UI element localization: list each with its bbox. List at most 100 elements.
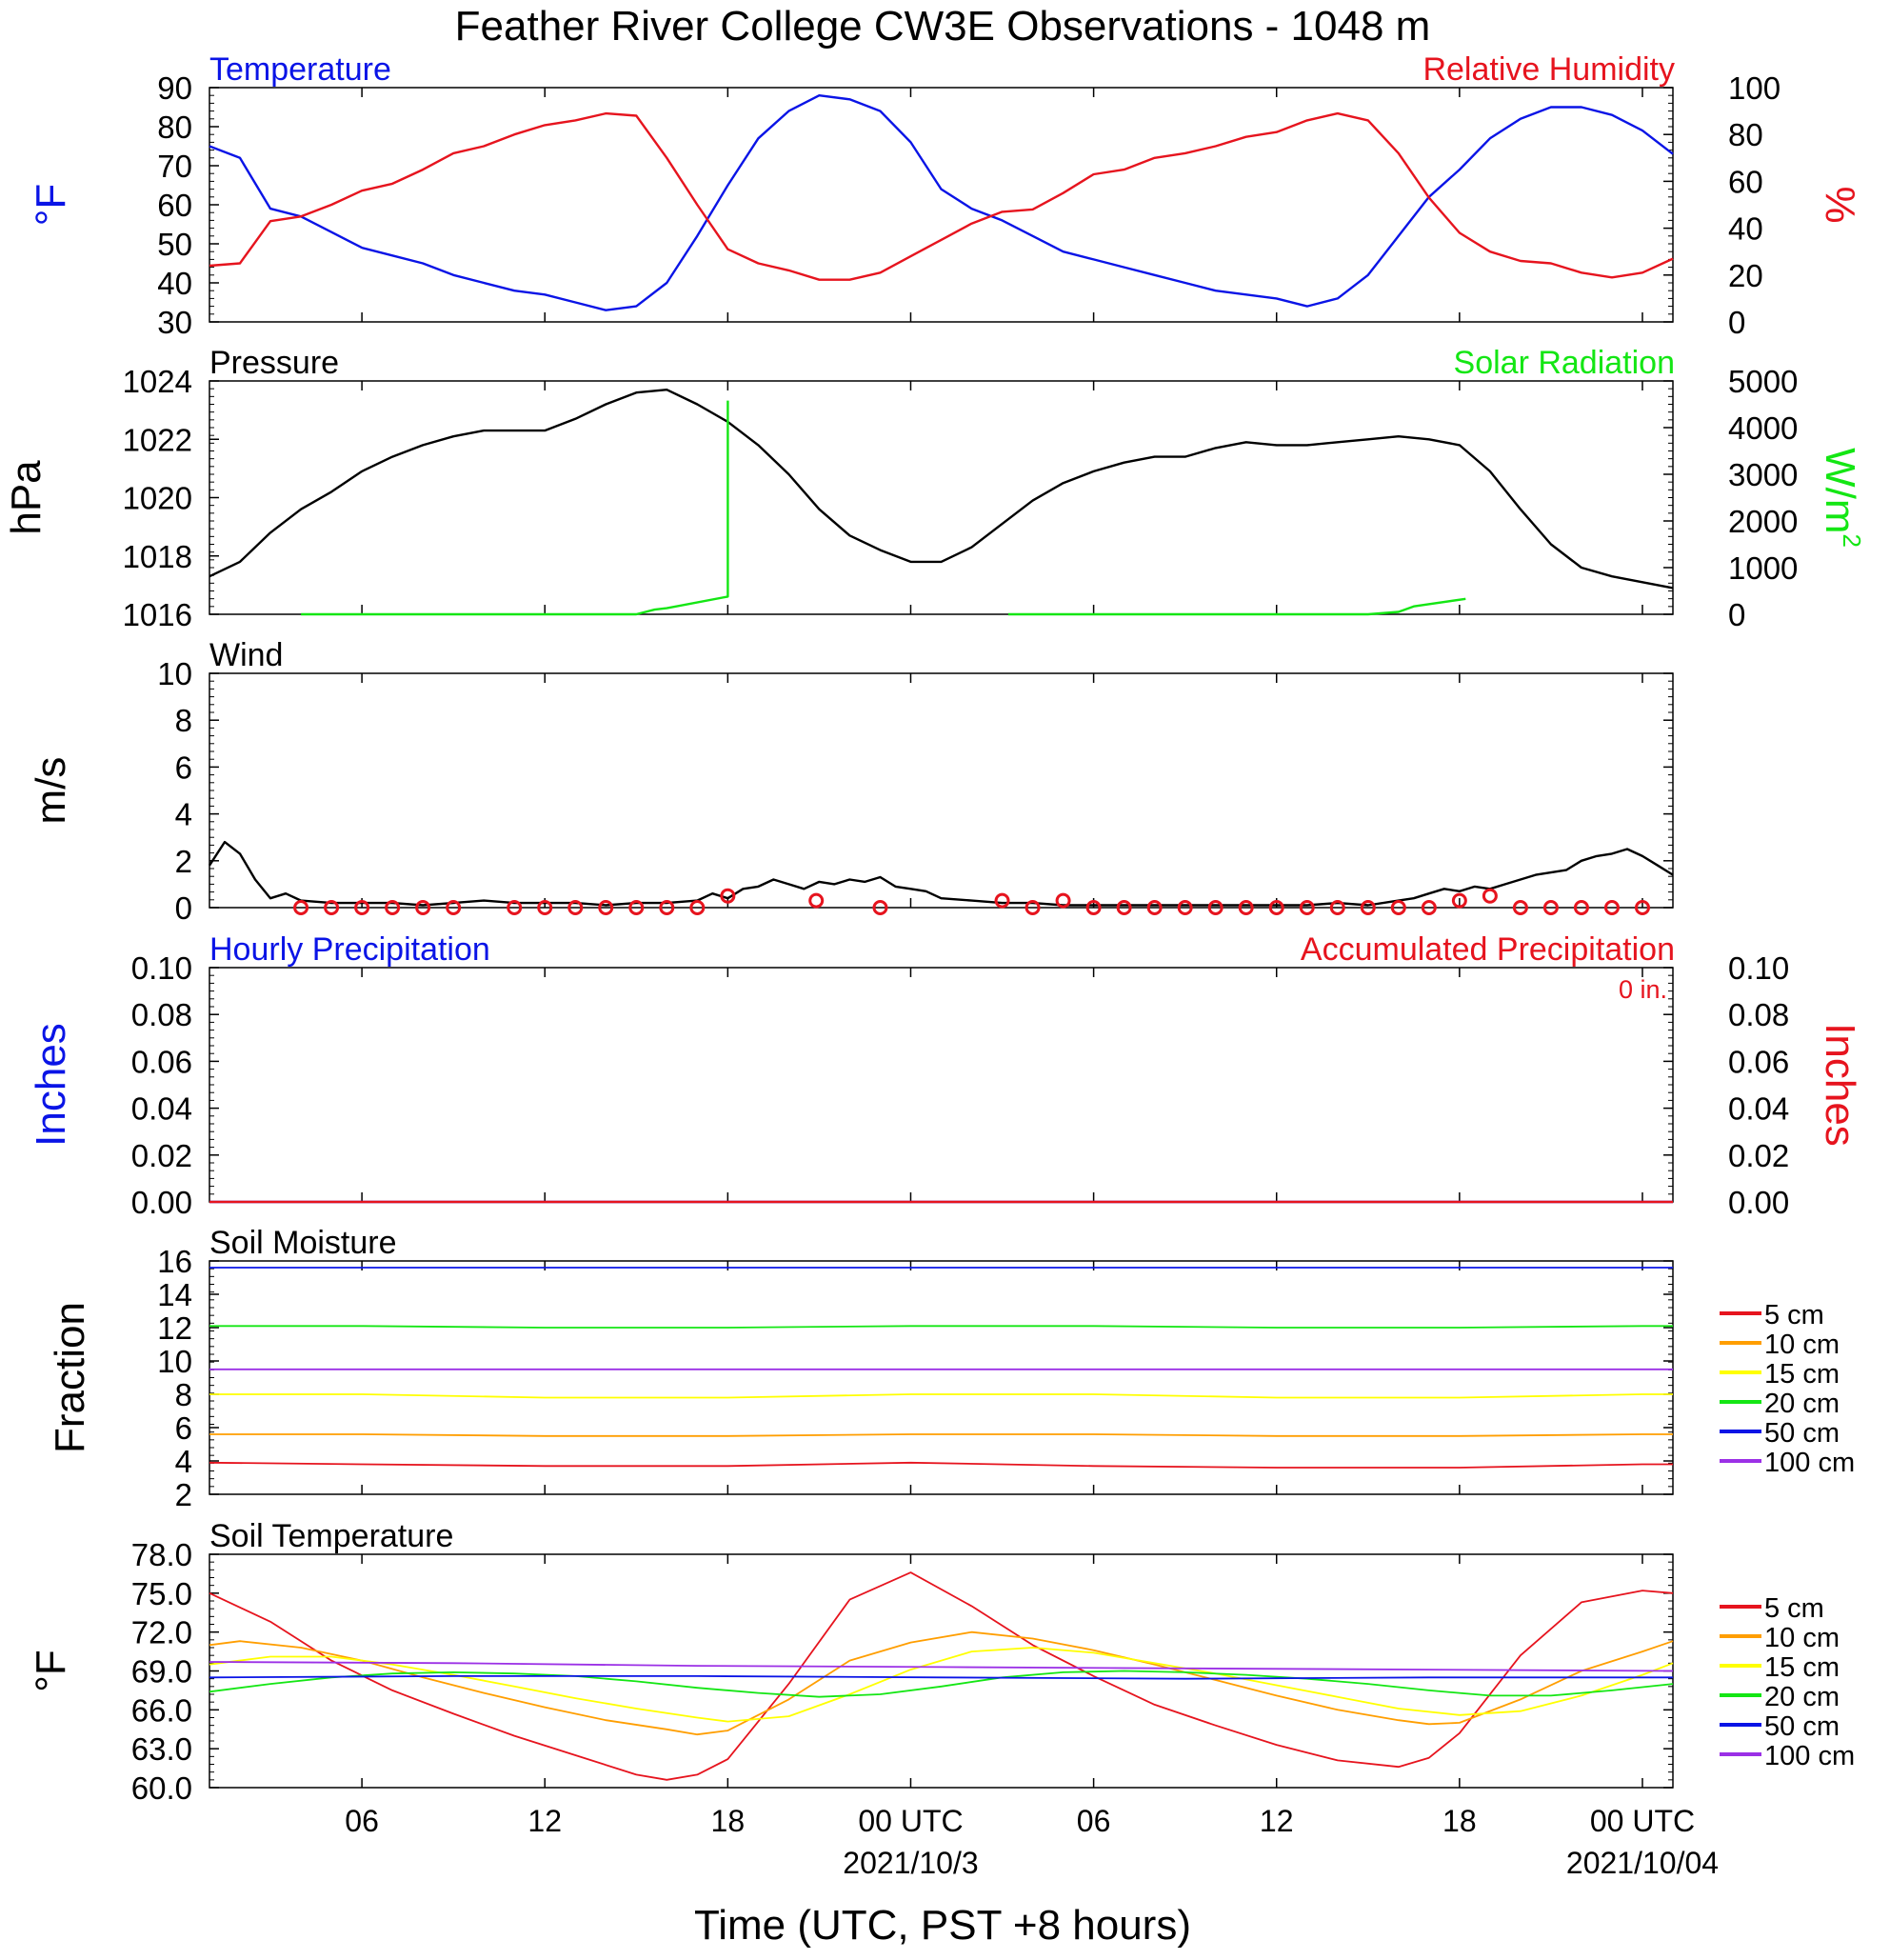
legend-label: 5 cm — [1764, 1300, 1824, 1330]
y-tick-label-right: 5000 — [1728, 364, 1798, 399]
wind-barb-marker — [537, 900, 553, 915]
wind-barb-marker — [293, 900, 309, 915]
y-tick-label-right: 60 — [1728, 164, 1763, 199]
legend-label: 50 cm — [1764, 1418, 1840, 1449]
series-line-15-cm — [209, 1647, 1674, 1723]
wind-barb-marker — [1085, 900, 1102, 915]
y-tick-label: 0 — [175, 890, 192, 926]
wind-barb-marker — [1299, 900, 1315, 915]
wind-barb-marker — [808, 892, 825, 909]
legend-label: 15 cm — [1764, 1652, 1840, 1683]
plot-frame — [209, 87, 1674, 323]
series-line-solar-radiation — [301, 400, 729, 616]
y-tick-label: 72.0 — [131, 1615, 192, 1650]
y-tick-label: 75.0 — [131, 1576, 192, 1611]
y-tick-label: 0.04 — [131, 1091, 192, 1127]
y-tick-label: 2 — [175, 1477, 192, 1512]
figure-title: Feather River College CW3E Observations … — [455, 3, 1431, 50]
y-tick-label-right: 0.04 — [1728, 1091, 1789, 1127]
series-line-50-cm — [209, 1675, 1673, 1680]
x-tick-label: 12 — [1260, 1804, 1294, 1838]
x-tick-label: 12 — [527, 1804, 562, 1838]
x-axis-labels: 06 12 18 00 UTC 06 12 18 00 UTC 2021/10/3 2021/10… — [345, 1804, 1719, 1880]
wind-barb-marker — [1390, 900, 1406, 915]
series-line-wind — [208, 840, 1674, 907]
x-tick-label: 06 — [1077, 1804, 1111, 1838]
panel-temp_rh: 30 40 50 60 70 80 90 0 20 40 60 80 100 Temperature Rel… — [28, 51, 1863, 340]
y-axis-label-left: °F — [28, 184, 74, 226]
panel-title-left: Temperature — [209, 51, 391, 88]
legend-label: 10 cm — [1764, 1623, 1840, 1653]
x-date-label: 2021/10/3 — [843, 1846, 978, 1880]
wind-barb-marker — [1146, 900, 1163, 915]
y-tick-label: 66.0 — [131, 1692, 192, 1728]
y-axis-label-right: % — [1817, 186, 1863, 223]
series-line-5-cm — [209, 1461, 1673, 1469]
y-tick-label: 10 — [157, 656, 192, 691]
series-line-relative-humidity — [209, 111, 1674, 281]
y-tick-label: 0.10 — [131, 950, 192, 986]
wind-barb-marker — [1207, 900, 1224, 915]
y-tick-label: 1016 — [123, 597, 192, 632]
series-line-solar-radiation — [1007, 597, 1466, 616]
y-tick-label-right: 1000 — [1728, 550, 1798, 586]
y-tick-label: 0.02 — [131, 1138, 192, 1173]
series-line-15-cm — [209, 1393, 1673, 1399]
wind-barb-marker — [598, 900, 614, 915]
y-axis-label-left: hPa — [3, 460, 50, 535]
x-tick-label: 18 — [1442, 1804, 1477, 1838]
y-tick-label: 0.08 — [131, 997, 192, 1032]
wind-barb-marker — [385, 900, 401, 915]
legend-label: 100 cm — [1764, 1448, 1855, 1478]
panel-title-left: Wind — [209, 637, 283, 673]
y-tick-label: 60.0 — [131, 1770, 192, 1806]
series-line-20-cm — [209, 1325, 1673, 1329]
wind-barb-marker — [1603, 900, 1620, 915]
wind-barb-marker — [1634, 900, 1650, 915]
y-tick-label: 16 — [157, 1244, 192, 1279]
y-tick-label-right: 2000 — [1728, 504, 1798, 539]
legend-label: 10 cm — [1764, 1330, 1840, 1360]
y-tick-label: 6 — [175, 1410, 192, 1446]
legend-label: 20 cm — [1764, 1682, 1840, 1712]
series-line-20-cm — [209, 1670, 1674, 1698]
panel-soil_temp: 60.063.066.069.0 72.0 75.0 78.0 Soil Tempera… — [28, 1518, 1855, 1806]
y-axis-label-superscript: 2 — [1838, 533, 1866, 547]
y-tick-label-right: 20 — [1728, 258, 1763, 293]
y-tick-label: 10 — [157, 1344, 192, 1379]
wind-barb-marker — [659, 900, 675, 915]
y-axis-label-left: m/s — [28, 757, 74, 825]
wind-barb-marker — [507, 900, 523, 915]
wind-barb-marker — [567, 900, 584, 915]
plot-frame — [209, 380, 1674, 615]
y-tick-label: 8 — [175, 703, 192, 738]
panel-title-left: Pressure — [209, 345, 339, 381]
panel-title-left: Soil Temperature — [209, 1518, 453, 1554]
y-tick-label: 80 — [157, 110, 192, 145]
legend-label: 5 cm — [1764, 1593, 1824, 1624]
legend-label: 20 cm — [1764, 1389, 1840, 1419]
y-tick-label: 63.0 — [131, 1731, 192, 1767]
y-axis-label-left: Fraction — [47, 1302, 93, 1453]
wind-barb-marker — [628, 900, 645, 915]
wind-barb-marker — [1421, 900, 1437, 915]
y-tick-label: 12 — [157, 1310, 192, 1346]
y-tick-label-right: 0.02 — [1728, 1138, 1789, 1173]
legend-label: 15 cm — [1764, 1359, 1840, 1390]
y-tick-label-right: 3000 — [1728, 457, 1798, 492]
y-axis-label-right: W/m2 — [1817, 448, 1866, 548]
panel-title-right: Relative Humidity — [1422, 51, 1675, 88]
legend-label: 50 cm — [1764, 1711, 1840, 1742]
series-line-100-cm — [209, 1661, 1674, 1672]
wind-barb-marker — [1542, 900, 1559, 915]
y-tick-label: 0.06 — [131, 1044, 192, 1079]
y-tick-label: 14 — [157, 1277, 192, 1312]
x-tick-label: 06 — [345, 1804, 379, 1838]
wind-barb-marker — [415, 900, 431, 915]
wind-barb-marker — [720, 888, 736, 904]
y-tick-label: 50 — [157, 227, 192, 262]
wind-barb-marker — [872, 900, 888, 915]
y-tick-label: 1018 — [123, 539, 192, 574]
series-line-5-cm — [209, 1571, 1674, 1781]
